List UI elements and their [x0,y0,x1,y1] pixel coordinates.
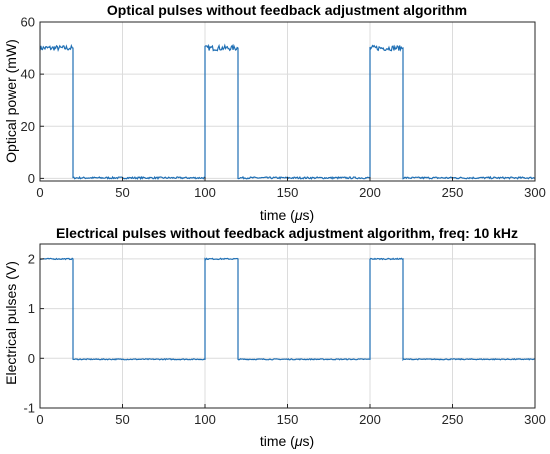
x-tick-label: 300 [524,412,546,427]
electrical-y-label: Electrical pulses (V) [3,261,19,385]
x-tick-label: 250 [442,185,464,200]
y-tick-label: 0 [28,171,35,186]
optical-chart: Optical pulses without feedback adjustme… [3,2,546,223]
electrical-chart: Electrical pulses without feedback adjus… [3,225,546,449]
electrical-pulse-series [39,257,536,362]
x-tick-label: 200 [359,412,381,427]
optical-grid [39,21,536,181]
x-tick-label: 150 [277,412,299,427]
x-tick-label: 300 [524,185,546,200]
x-tick-label: 0 [36,185,43,200]
y-tick-label: 60 [21,15,35,30]
y-tick-label: -1 [23,401,35,416]
x-tick-label: 50 [115,185,129,200]
electrical-chart-title: Electrical pulses without feedback adjus… [56,225,518,241]
x-tick-label: 50 [115,412,129,427]
optical-x-label: time (μs) [260,207,314,223]
y-tick-label: 2 [28,251,35,266]
optical-y-label: Optical power (mW) [3,39,19,163]
electrical-grid [39,244,536,409]
y-tick-label: 1 [28,301,35,316]
electrical-x-label: time (μs) [260,433,314,449]
x-tick-label: 200 [359,185,381,200]
optical-chart-title: Optical pulses without feedback adjustme… [107,2,467,18]
optical-y-ticks: 0 20 40 60 [21,15,44,186]
x-tick-label: 150 [277,185,299,200]
y-tick-label: 0 [28,351,35,366]
electrical-x-ticks: 0 50 100 150 200 250 300 [36,404,546,427]
x-tick-label: 100 [194,412,216,427]
x-tick-label: 100 [194,185,216,200]
y-tick-label: 20 [21,119,35,134]
x-tick-label: 0 [36,412,43,427]
y-tick-label: 40 [21,67,35,82]
x-tick-label: 250 [442,412,464,427]
optical-x-ticks: 0 50 100 150 200 250 300 [36,177,546,200]
electrical-y-ticks: -1 0 1 2 [23,251,44,416]
